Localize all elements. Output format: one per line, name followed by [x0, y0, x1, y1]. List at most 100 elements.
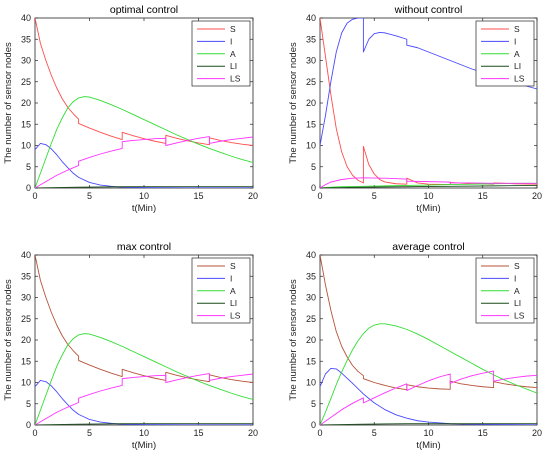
y-tick-label: 20 — [306, 98, 316, 108]
series-line-s — [320, 18, 537, 186]
series-line-li — [35, 423, 253, 425]
y-tick-label: 25 — [306, 314, 316, 324]
series-line-i — [35, 142, 253, 188]
x-tick-label: 15 — [193, 428, 203, 438]
y-tick-label: 35 — [306, 34, 316, 44]
y-tick-label: 40 — [21, 250, 31, 260]
y-tick-label: 20 — [306, 335, 316, 345]
x-axis-label: t(Min) — [416, 203, 440, 214]
legend-label: LI — [230, 298, 237, 308]
y-tick-label: 40 — [306, 13, 316, 23]
series-line-li — [35, 186, 253, 188]
chart-panel-3: 0 5 10 15 20 0 5 10 15 20 25 30 35 40 max control t(Min… — [3, 241, 258, 451]
x-tick-label: 20 — [532, 428, 542, 438]
x-tick-label: 5 — [87, 191, 92, 201]
legend: SIA LI LS — [191, 257, 251, 324]
y-tick-label: 15 — [306, 119, 316, 129]
series-line-a — [35, 96, 253, 188]
x-axis-label: t(Min) — [132, 440, 156, 451]
x-axis-label: t(Min) — [132, 203, 156, 214]
legend-label: LI — [514, 61, 521, 71]
legend: SIA LI LS — [475, 257, 535, 324]
y-tick-label: 0 — [311, 183, 316, 193]
y-tick-label: 5 — [311, 162, 316, 172]
y-tick-label: 10 — [21, 378, 31, 388]
series-line-i — [35, 379, 253, 425]
series-line-ls — [320, 370, 537, 425]
x-tick-label: 15 — [193, 191, 203, 201]
legend-label: S — [514, 261, 520, 271]
series-group — [320, 255, 537, 425]
y-tick-label: 35 — [21, 34, 31, 44]
x-tick-label: 20 — [248, 428, 258, 438]
chart-panel-1: 0 5 10 15 20 0 5 10 15 20 25 30 35 40 optimal control t… — [3, 4, 258, 214]
y-tick-label: 30 — [306, 56, 316, 66]
x-tick-label: 10 — [139, 428, 149, 438]
y-tick-label: 10 — [21, 141, 31, 151]
y-tick-label: 15 — [306, 356, 316, 366]
legend-label: I — [230, 273, 232, 283]
y-axis-label: The number of sensor nodes — [3, 42, 14, 164]
chart-panel-4: 0 5 10 15 20 0 5 10 15 20 25 30 35 40 average control t… — [288, 241, 542, 451]
x-tick-label: 20 — [248, 191, 258, 201]
y-tick-label: 10 — [306, 378, 316, 388]
y-tick-label: 25 — [21, 314, 31, 324]
series-line-li — [320, 423, 537, 425]
legend-label: LS — [514, 74, 525, 84]
x-tick-label: 0 — [317, 428, 322, 438]
x-tick-label: 10 — [423, 428, 433, 438]
series-line-li — [320, 185, 537, 188]
y-tick-label: 0 — [26, 183, 31, 193]
legend-label: LS — [514, 311, 525, 321]
legend-label: I — [514, 36, 516, 46]
y-tick-label: 30 — [21, 56, 31, 66]
y-tick-label: 25 — [306, 77, 316, 87]
x-tick-label: 10 — [139, 191, 149, 201]
y-tick-label: 5 — [26, 399, 31, 409]
legend-label: A — [230, 49, 236, 59]
y-tick-label: 20 — [21, 98, 31, 108]
chart-title: without control — [394, 4, 463, 16]
y-tick-label: 35 — [306, 271, 316, 281]
legend-label: A — [514, 286, 520, 296]
y-tick-label: 0 — [26, 420, 31, 430]
chart-title: optimal control — [110, 4, 178, 16]
y-axis-label: The number of sensor nodes — [288, 42, 299, 164]
x-tick-label: 15 — [478, 428, 488, 438]
y-tick-label: 40 — [21, 13, 31, 23]
chart-panel-2: 0 5 10 15 20 0 5 10 15 20 25 30 35 40 without control t… — [288, 4, 542, 214]
x-tick-label: 10 — [423, 191, 433, 201]
x-tick-label: 5 — [87, 428, 92, 438]
legend-label: LI — [514, 298, 521, 308]
y-tick-label: 5 — [311, 399, 316, 409]
y-axis-label: The number of sensor nodes — [288, 279, 299, 401]
y-tick-label: 15 — [21, 119, 31, 129]
legend-label: A — [230, 286, 236, 296]
y-tick-label: 40 — [306, 250, 316, 260]
legend-label: A — [514, 49, 520, 59]
legend-label: LS — [230, 74, 241, 84]
y-tick-label: 25 — [21, 77, 31, 87]
y-tick-label: 30 — [306, 293, 316, 303]
legend-label: LI — [230, 61, 237, 71]
x-axis-label: t(Min) — [416, 440, 440, 451]
legend-label: S — [230, 261, 236, 271]
legend-label: S — [514, 24, 520, 34]
series-line-ls — [320, 177, 537, 188]
legend-label: I — [230, 36, 232, 46]
y-tick-label: 35 — [21, 271, 31, 281]
legend-label: I — [514, 273, 516, 283]
chart-title: max control — [117, 241, 171, 253]
chart-title: average control — [392, 241, 464, 253]
series-group — [35, 255, 253, 425]
y-tick-label: 20 — [21, 335, 31, 345]
x-tick-label: 5 — [372, 428, 377, 438]
legend: SIA LI LS — [191, 20, 251, 87]
y-tick-label: 10 — [306, 141, 316, 151]
x-tick-label: 20 — [532, 191, 542, 201]
x-tick-label: 5 — [372, 191, 377, 201]
x-tick-label: 15 — [478, 191, 488, 201]
legend-label: S — [230, 24, 236, 34]
series-line-a — [35, 333, 253, 425]
